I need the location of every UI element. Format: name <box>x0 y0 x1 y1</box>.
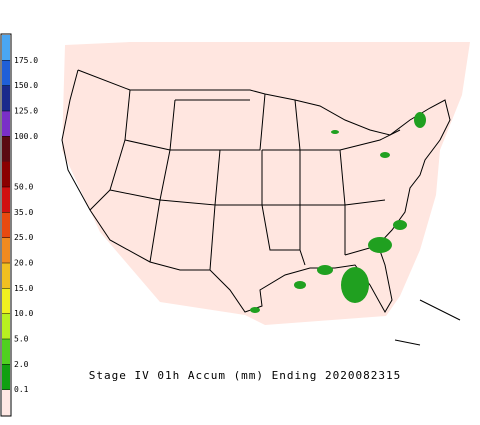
colorbar-label: 100.0 <box>14 132 38 141</box>
basemap <box>61 69 461 346</box>
colorbar-label: 35.0 <box>14 208 33 217</box>
precip-area <box>331 130 339 134</box>
colorbar-segment <box>2 60 10 87</box>
colorbar-label: 2.0 <box>14 360 29 369</box>
colorbar-segment <box>2 364 10 391</box>
precip-area <box>341 267 369 303</box>
precip-area <box>393 220 407 230</box>
colorbar-label: 175.0 <box>14 56 38 65</box>
precip-area <box>380 152 390 158</box>
colorbar-label: 10.0 <box>14 309 33 318</box>
islands <box>394 299 461 346</box>
colorbar-segment <box>2 288 10 315</box>
caption: Stage IV 01h Accum (mm) Ending 202008231… <box>89 369 402 382</box>
colorbar-segment <box>2 136 10 163</box>
colorbar-segment <box>2 85 10 112</box>
colorbar-label: 150.0 <box>14 81 38 90</box>
colorbar-label: 5.0 <box>14 335 29 344</box>
precip-area <box>250 307 260 313</box>
precip-area <box>414 112 426 128</box>
precip-area <box>294 281 306 289</box>
precip-area <box>368 237 392 253</box>
colorbar-segment <box>2 111 10 137</box>
colorbar-segment <box>2 212 10 239</box>
colorbar-segment <box>2 237 10 264</box>
colorbar-segment <box>2 187 10 213</box>
colorbar-segment <box>2 263 10 289</box>
precip-area <box>317 265 333 275</box>
colorbar-label: 50.0 <box>14 183 33 192</box>
state-borders <box>89 89 401 271</box>
grid-domain <box>62 42 470 325</box>
colorbar-label: 25.0 <box>14 233 33 242</box>
colorbar-segment <box>2 161 10 188</box>
coastline <box>61 69 451 314</box>
colorbar-segment <box>2 339 10 365</box>
colorbar-frame <box>0 33 12 417</box>
colorbar-label: 20.0 <box>14 259 33 268</box>
precip-areas <box>250 112 426 313</box>
colorbar-segment <box>2 313 10 340</box>
colorbar-label: 0.1 <box>14 385 29 394</box>
colorbar-label: 15.0 <box>14 284 33 293</box>
colorbar-label: 125.0 <box>14 107 38 116</box>
colorbar-segment <box>2 389 10 416</box>
colorbar-segment <box>2 35 10 61</box>
